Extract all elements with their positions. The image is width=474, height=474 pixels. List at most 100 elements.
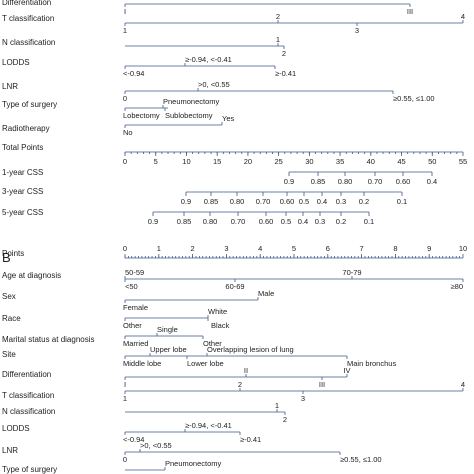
scale-tick-label: 40 <box>367 157 375 166</box>
level-label: Overlapping lesion of lung <box>207 345 294 354</box>
scale-tick-label: 0.1 <box>397 197 407 206</box>
scale-tick-label: 0.2 <box>359 197 369 206</box>
level-label: 1 <box>123 394 127 403</box>
level-label: 70-79 <box>342 268 361 277</box>
level-label: 50-59 <box>125 268 144 277</box>
row-label: LODDS <box>2 58 30 67</box>
scale-tick-label: 45 <box>397 157 405 166</box>
level-label: Pneumonectomy <box>165 459 222 468</box>
scale-tick-label: 0.60 <box>259 217 274 226</box>
level-label: >0, <0.55 <box>140 441 172 450</box>
level-label: 1 <box>276 35 280 44</box>
level-label: II <box>244 366 248 375</box>
level-label: Lower lobe <box>187 359 224 368</box>
scale-tick-label: 1 <box>157 244 161 253</box>
row-label: Radiotherapy <box>2 124 50 133</box>
level-label: I <box>124 7 126 16</box>
level-label: 1 <box>123 26 127 35</box>
level-label: Upper lobe <box>150 345 187 354</box>
scale-tick-label: 0.60 <box>396 177 411 186</box>
row-label: N classification <box>2 38 55 47</box>
level-label: 2 <box>282 49 286 58</box>
scale-tick-label: 0.4 <box>427 177 437 186</box>
scale-label: 5-year CSS <box>2 208 43 217</box>
scale-tick-label: 5 <box>292 244 296 253</box>
level-label: 2 <box>238 380 242 389</box>
level-label: Other <box>123 321 142 330</box>
level-label: ≥-0.94, <-0.41 <box>185 421 232 430</box>
row-label: Site <box>2 350 16 359</box>
level-label: >0, <0.55 <box>198 80 230 89</box>
row-label: T classification <box>2 14 54 23</box>
scale-tick-label: 0.70 <box>368 177 383 186</box>
scale-tick-label: 0.70 <box>231 217 246 226</box>
level-label: ≥0.55, ≤1.00 <box>393 94 435 103</box>
level-label: <-0.94 <box>123 435 144 444</box>
level-label: 4 <box>461 12 465 21</box>
scale-tick-label: 20 <box>244 157 252 166</box>
row-label: Marital status at diagnosis <box>2 335 95 344</box>
row-label: LNR <box>2 82 18 91</box>
level-label: Middle lobe <box>123 359 161 368</box>
level-label: Male <box>258 289 274 298</box>
level-label: <50 <box>125 282 138 291</box>
scale-tick-label: 0.4 <box>317 197 327 206</box>
scale-label: 1-year CSS <box>2 168 43 177</box>
level-label: <-0.94 <box>123 69 144 78</box>
row-label: Type of surgery <box>2 465 57 474</box>
scale-tick-label: 10 <box>459 244 467 253</box>
scale-tick-label: 4 <box>258 244 262 253</box>
scale-tick-label: 6 <box>326 244 330 253</box>
scale-tick-label: 0.85 <box>177 217 192 226</box>
scale-tick-label: 25 <box>274 157 282 166</box>
scale-tick-label: 0.2 <box>336 217 346 226</box>
scale-tick-label: 15 <box>213 157 221 166</box>
scale-tick-label: 0.60 <box>280 197 295 206</box>
scale-tick-label: 0.5 <box>299 197 309 206</box>
scale-tick-label: 0.80 <box>203 217 218 226</box>
level-label: ≥0.55, ≤1.00 <box>340 455 382 464</box>
level-label: White <box>208 307 227 316</box>
level-label: Lobectomy <box>123 111 160 120</box>
scale-tick-label: 0.85 <box>311 177 326 186</box>
row-label: Race <box>2 314 21 323</box>
level-label: Female <box>123 303 148 312</box>
level-label: Single <box>157 325 178 334</box>
scale-tick-label: 9 <box>427 244 431 253</box>
row-label: Sex <box>2 292 16 301</box>
scale-tick-label: 0.9 <box>284 177 294 186</box>
scale-tick-label: 0.80 <box>230 197 245 206</box>
level-label: Married <box>123 339 148 348</box>
level-label: Pneumonectomy <box>163 97 220 106</box>
scale-tick-label: 0.80 <box>338 177 353 186</box>
level-label: 2 <box>283 415 287 424</box>
level-label: Main bronchus <box>347 359 396 368</box>
row-label: T classification <box>2 391 54 400</box>
scale-tick-label: 8 <box>393 244 397 253</box>
row-label: LODDS <box>2 424 30 433</box>
level-label: 1 <box>275 401 279 410</box>
scale-label: 3-year CSS <box>2 187 43 196</box>
scale-tick-label: 0.9 <box>181 197 191 206</box>
level-label: ≥-0.94, <-0.41 <box>185 55 232 64</box>
scale-tick-label: 5 <box>154 157 158 166</box>
level-label: 0 <box>123 455 127 464</box>
row-label: Age at diagnosis <box>2 271 61 280</box>
scale-tick-label: 0.3 <box>336 197 346 206</box>
scale-tick-label: 0 <box>123 244 127 253</box>
level-label: 3 <box>355 26 359 35</box>
level-label: III <box>319 380 325 389</box>
scale-tick-label: 55 <box>459 157 467 166</box>
scale-tick-label: 0.3 <box>315 217 325 226</box>
panel-letter: B <box>2 250 11 265</box>
level-label: 4 <box>461 380 465 389</box>
level-label: Black <box>211 321 230 330</box>
scale-tick-label: 2 <box>191 244 195 253</box>
level-label: III <box>407 7 413 16</box>
level-label: Other <box>203 339 222 348</box>
scale-tick-label: 0.5 <box>281 217 291 226</box>
scale-tick-label: 30 <box>305 157 313 166</box>
level-label: 2 <box>276 12 280 21</box>
level-label: IV <box>343 366 350 375</box>
